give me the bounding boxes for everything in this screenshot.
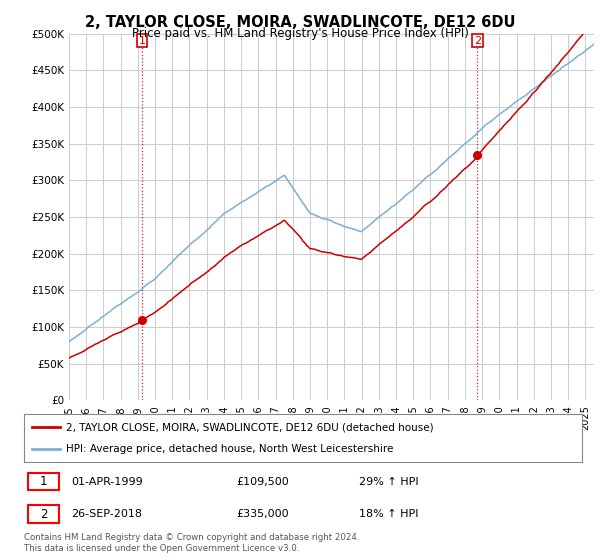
- Bar: [28, 505, 59, 523]
- Text: Price paid vs. HM Land Registry's House Price Index (HPI): Price paid vs. HM Land Registry's House …: [131, 27, 469, 40]
- Text: Contains HM Land Registry data © Crown copyright and database right 2024.
This d: Contains HM Land Registry data © Crown c…: [24, 533, 359, 553]
- Text: 1: 1: [40, 475, 47, 488]
- Text: 29% ↑ HPI: 29% ↑ HPI: [359, 477, 418, 487]
- Text: 1: 1: [139, 36, 146, 46]
- Bar: [28, 473, 59, 491]
- Text: 2, TAYLOR CLOSE, MOIRA, SWADLINCOTE, DE12 6DU (detached house): 2, TAYLOR CLOSE, MOIRA, SWADLINCOTE, DE1…: [66, 422, 433, 432]
- Text: 26-SEP-2018: 26-SEP-2018: [71, 509, 142, 519]
- Text: 2: 2: [474, 36, 481, 46]
- Text: 2: 2: [40, 508, 47, 521]
- Text: HPI: Average price, detached house, North West Leicestershire: HPI: Average price, detached house, Nort…: [66, 444, 393, 454]
- Text: £335,000: £335,000: [236, 509, 289, 519]
- Text: 01-APR-1999: 01-APR-1999: [71, 477, 143, 487]
- Text: £109,500: £109,500: [236, 477, 289, 487]
- Text: 18% ↑ HPI: 18% ↑ HPI: [359, 509, 418, 519]
- Text: 2, TAYLOR CLOSE, MOIRA, SWADLINCOTE, DE12 6DU: 2, TAYLOR CLOSE, MOIRA, SWADLINCOTE, DE1…: [85, 15, 515, 30]
